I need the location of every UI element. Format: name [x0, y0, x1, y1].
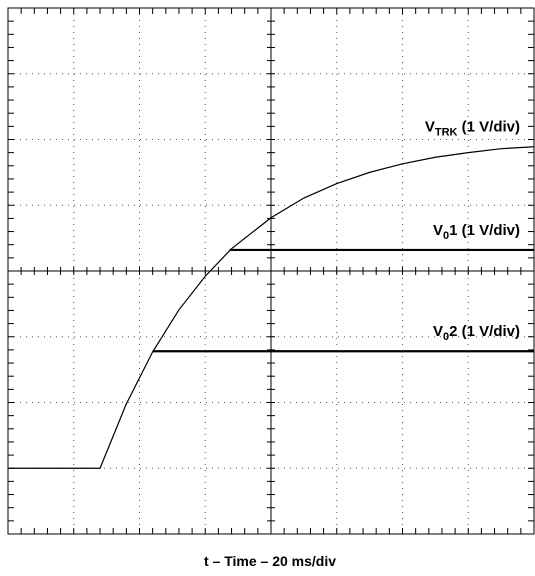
series-label-part: V [433, 222, 443, 239]
series-label-part: V [433, 323, 443, 340]
trace [8, 146, 535, 469]
series-label: V02 (1 V/div) [433, 323, 520, 343]
series-label-part: 0 [443, 230, 449, 242]
x-axis-label: t – Time – 20 ms/div [204, 553, 336, 569]
series-label-part: 0 [443, 331, 449, 343]
series-label: VTRK (1 V/div) [425, 119, 520, 139]
series-label-part: (1 V/div) [457, 119, 520, 136]
series-label-part: 2 (1 V/div) [449, 323, 520, 340]
series-label-part: V [425, 119, 435, 136]
series-label: V01 (1 V/div) [433, 222, 520, 242]
series-label-part: TRK [435, 127, 458, 139]
series-label-part: 1 (1 V/div) [449, 222, 520, 239]
